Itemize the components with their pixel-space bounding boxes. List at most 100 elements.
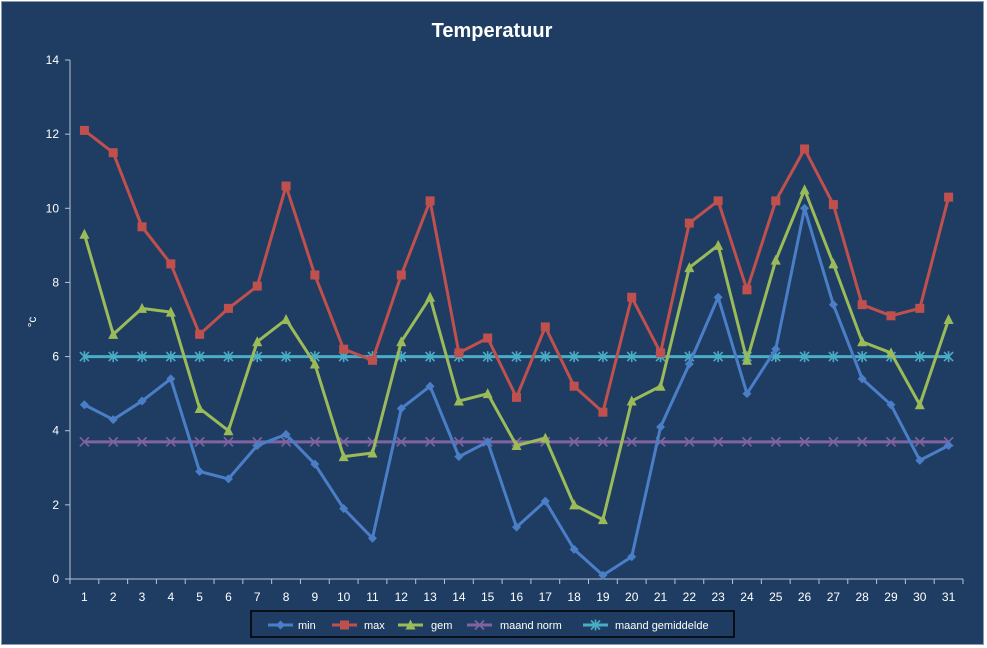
data-point-max <box>223 303 233 313</box>
data-point-min <box>627 552 637 562</box>
data-point-max <box>281 181 291 191</box>
data-point-gem <box>223 425 234 436</box>
data-point-maand-norm <box>597 436 608 447</box>
x-tick-label: 9 <box>312 590 319 604</box>
data-point-max <box>166 259 176 269</box>
data-point-gem <box>828 258 839 269</box>
y-tick-label: 0 <box>52 572 59 586</box>
data-point-min <box>684 359 694 369</box>
data-point-gem <box>597 514 608 525</box>
x-tick-label: 30 <box>913 590 927 604</box>
data-point-max <box>915 303 925 313</box>
x-tick-label: 23 <box>711 590 725 604</box>
data-point-gem <box>943 314 954 324</box>
data-point-max <box>454 348 464 358</box>
data-point-max <box>540 322 550 332</box>
data-point-gem <box>425 291 436 302</box>
data-point-maand-gemiddelde <box>713 351 724 363</box>
data-point-maand-gemiddelde <box>857 351 868 363</box>
data-point-gem <box>137 302 148 313</box>
x-tick-label: 17 <box>539 590 553 604</box>
data-point-min <box>771 344 781 354</box>
data-point-min <box>915 455 925 465</box>
data-point-min <box>512 522 521 532</box>
series-layer <box>79 125 954 580</box>
data-point-maand-gemiddelde <box>223 351 234 363</box>
data-point-min <box>281 429 291 439</box>
data-point-max <box>483 333 493 343</box>
data-point-maand-norm <box>453 436 464 447</box>
legend-item-gem: gem <box>398 619 452 632</box>
data-point-gem <box>79 228 90 239</box>
y-tick-label: 2 <box>52 498 59 512</box>
legend-item-maand-gemiddelde: maand gemiddelde <box>583 619 709 632</box>
data-point-gem <box>770 254 781 265</box>
legend-item-min: min <box>268 620 316 632</box>
legend-swatch-marker <box>340 620 349 630</box>
series-maand-gemiddelde <box>79 351 954 363</box>
data-point-min <box>569 544 579 554</box>
x-tick-label: 12 <box>395 590 409 604</box>
data-point-gem <box>511 440 522 451</box>
legend-label: maand gemiddelde <box>615 620 709 632</box>
data-point-gem <box>540 432 551 443</box>
data-point-gem <box>367 447 378 458</box>
data-point-maand-norm <box>885 436 897 447</box>
x-tick-label: 14 <box>452 590 466 604</box>
y-tick-label: 14 <box>46 53 60 67</box>
data-point-max <box>598 407 608 417</box>
data-point-max <box>684 218 694 228</box>
data-point-max <box>886 311 896 321</box>
data-point-gem <box>194 402 205 413</box>
x-tick-label: 1 <box>81 590 88 604</box>
data-point-max <box>857 300 867 310</box>
data-point-maand-gemiddelde <box>828 351 839 363</box>
data-point-min <box>425 381 435 391</box>
x-tick-label: 10 <box>337 590 351 604</box>
data-point-min <box>367 533 377 543</box>
data-point-maand-gemiddelde <box>626 351 637 363</box>
x-tick-label: 26 <box>798 590 812 604</box>
data-point-maand-norm <box>136 436 148 447</box>
data-point-max <box>79 125 89 135</box>
data-point-gem <box>799 184 810 195</box>
data-point-gem <box>252 336 263 347</box>
x-tick-label: 20 <box>625 590 639 604</box>
data-point-min <box>108 415 118 425</box>
y-axis-label: °c <box>25 317 39 328</box>
data-point-maand-norm <box>713 436 724 447</box>
data-point-max <box>656 348 666 358</box>
legend-swatch-marker <box>474 619 485 631</box>
data-point-max <box>771 196 781 206</box>
data-point-max <box>800 144 810 154</box>
y-tick-label: 8 <box>52 275 59 289</box>
data-point-maand-gemiddelde <box>914 351 925 363</box>
data-point-gem <box>655 380 666 391</box>
data-point-maand-gemiddelde <box>194 351 205 363</box>
data-point-gem <box>396 336 407 347</box>
data-point-gem <box>885 347 896 358</box>
data-point-gem <box>713 239 724 250</box>
data-point-maand-norm <box>108 436 119 447</box>
x-tick-label: 19 <box>596 590 610 604</box>
data-point-max <box>252 281 262 291</box>
legend-label: min <box>298 620 316 632</box>
series-min <box>79 203 954 580</box>
data-point-min <box>454 452 464 462</box>
x-tick-label: 21 <box>654 590 668 604</box>
x-tick-label: 27 <box>827 590 841 604</box>
data-point-max <box>828 200 838 210</box>
data-point-maand-norm <box>857 436 868 447</box>
data-point-min <box>310 459 320 469</box>
data-point-min <box>944 441 954 451</box>
data-point-gem <box>741 354 752 365</box>
data-point-min <box>857 374 867 384</box>
x-tick-label: 22 <box>683 590 697 604</box>
data-point-min <box>540 496 550 506</box>
y-tick-label: 12 <box>46 127 60 141</box>
data-point-maand-norm <box>828 436 839 447</box>
x-tick-label: 13 <box>423 590 437 604</box>
